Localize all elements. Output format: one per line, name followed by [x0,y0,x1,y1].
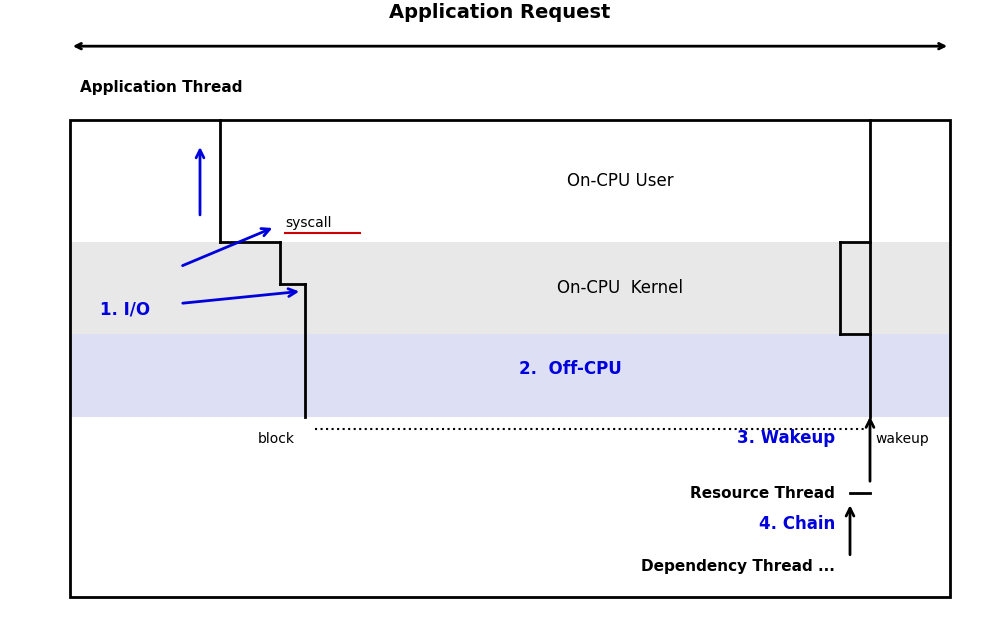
Text: On-CPU User: On-CPU User [567,172,673,190]
Text: syscall: syscall [285,216,332,230]
Text: Resource Thread: Resource Thread [690,486,835,501]
Text: 1. I/O: 1. I/O [100,300,150,318]
Text: Application Thread: Application Thread [80,80,242,95]
Text: Dependency Thread ...: Dependency Thread ... [641,559,835,574]
Bar [70,242,950,334]
Text: wakeup: wakeup [875,432,929,446]
Bar [70,334,950,417]
Text: On-CPU  Kernel: On-CPU Kernel [557,279,683,297]
Text: Application Request: Application Request [389,2,611,22]
Text: block: block [258,432,295,446]
Bar [70,119,950,598]
Text: 4. Chain: 4. Chain [759,515,835,533]
Text: 3. Wakeup: 3. Wakeup [737,429,835,447]
Text: 2.  Off-CPU: 2. Off-CPU [519,360,621,378]
